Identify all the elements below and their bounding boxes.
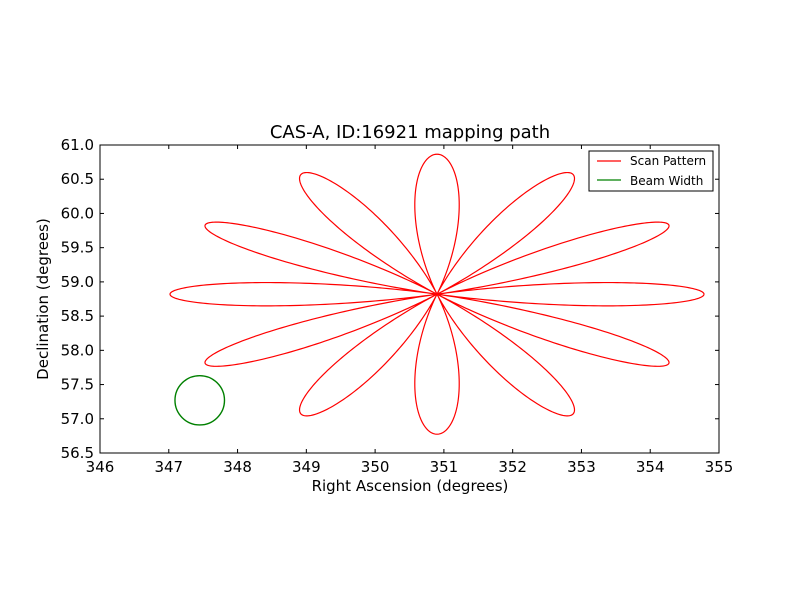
- x-tick-label: 349: [292, 458, 321, 476]
- plot-frame: [99, 144, 720, 454]
- y-tick-label: 61.0: [61, 136, 94, 154]
- legend-label-beam-width: Beam Width: [630, 174, 703, 188]
- x-tick-label: 346: [86, 458, 115, 476]
- y-tick-label: 60.5: [61, 170, 94, 188]
- beam-width-circle: [174, 374, 226, 426]
- x-tick-label: 353: [567, 458, 596, 476]
- y-axis: 56.5 57.0 57.5 58.0 58.5 59.0 59.5 60.0 60.5 61.0: [61, 136, 719, 462]
- y-tick-label: 59.5: [61, 239, 94, 257]
- x-tick-label: 350: [361, 458, 390, 476]
- x-tick-label: 347: [154, 458, 183, 476]
- y-axis-label: Declination (degrees): [34, 218, 52, 380]
- y-tick-label: 58.0: [61, 341, 94, 359]
- chart-title: CAS-A, ID:16921 mapping path: [270, 122, 550, 143]
- y-tick-label: 58.5: [61, 307, 94, 325]
- y-tick-label: 57.0: [61, 410, 94, 428]
- x-tick-label: 355: [705, 458, 734, 476]
- scan-pattern-line: [169, 153, 705, 435]
- beam-width-series: [174, 374, 226, 426]
- legend-box: [588, 150, 714, 192]
- legend: Scan Pattern Beam Width: [588, 150, 714, 192]
- y-tick-label: 59.0: [61, 273, 94, 291]
- y-tick-label: 56.5: [61, 444, 94, 462]
- x-tick-label: 354: [636, 458, 665, 476]
- x-tick-label: 348: [223, 458, 252, 476]
- y-tick-label: 60.0: [61, 204, 94, 222]
- x-axis-label: Right Ascension (degrees): [312, 477, 509, 495]
- x-tick-label: 351: [430, 458, 459, 476]
- y-tick-label: 57.5: [61, 376, 94, 394]
- scan-pattern-series: [169, 153, 705, 435]
- x-tick-label: 352: [498, 458, 527, 476]
- x-axis: 346 347 348 349 350 351 352 353 354 355: [86, 145, 734, 476]
- legend-label-scan-pattern: Scan Pattern: [630, 154, 706, 168]
